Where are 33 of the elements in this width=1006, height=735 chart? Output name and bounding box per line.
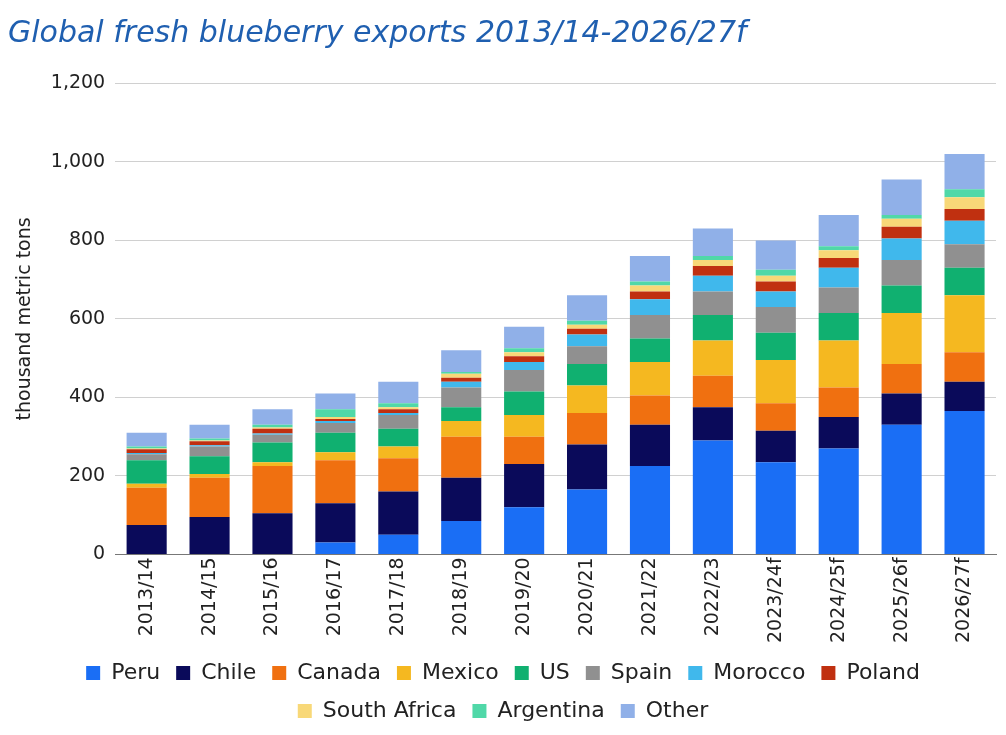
y-tick-label: 1,200 [50,70,106,93]
legend-label: Spain [610,658,673,684]
x-tick-label: 2016/17 [322,557,345,637]
x-tick-label: 2020/21 [573,557,596,637]
x-tick-label: 2022/23 [699,557,722,637]
x-tick-label: 2023/24f [762,556,785,643]
legend-label: Morocco [713,658,806,684]
legend-label: South Africa [322,696,457,722]
x-tick-label: 2019/20 [511,557,534,637]
legend-label: US [539,658,570,684]
x-tick-label: 2015/16 [259,557,282,637]
x-tick-label: 2014/15 [196,557,219,637]
y-tick-label: 200 [68,462,106,485]
x-tick-label: 2021/22 [636,557,659,637]
x-tick-label: 2024/25f [825,556,848,643]
x-tick-label: 2013/14 [133,557,156,637]
y-axis-title: thousand metric tons [12,217,35,421]
legend-label: Chile [201,658,257,684]
legend-label: Mexico [421,658,499,684]
y-tick-label: 0 [93,541,106,564]
legend-label: Canada [297,658,381,684]
x-tick-label: 2017/18 [385,557,408,637]
legend-label: Other [645,696,710,722]
legend-label: Poland [846,658,920,684]
legend-label: Peru [111,658,161,684]
y-tick-label: 400 [68,384,106,407]
x-tick-label: 2025/26f [888,556,911,643]
x-tick-label: 2018/19 [448,557,471,637]
y-tick-label: 800 [68,227,106,250]
x-tick-label: 2026/27f [951,556,974,643]
y-tick-label: 600 [68,305,106,328]
y-tick-label: 1,000 [50,148,106,171]
legend-label: Argentina [497,696,605,722]
